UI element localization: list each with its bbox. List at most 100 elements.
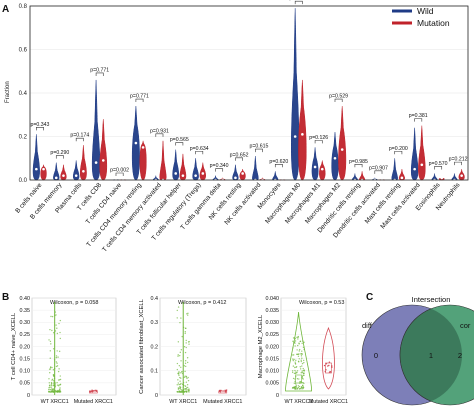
- violin-mutation: [199, 162, 206, 181]
- subplot-x-tick: WT XRCC1: [285, 399, 313, 405]
- wt-point: [184, 362, 187, 365]
- wt-point: [56, 327, 58, 329]
- p-value-bracket: [454, 161, 462, 166]
- wt-point: [301, 357, 303, 359]
- wt-point: [59, 375, 61, 377]
- wt-point: [291, 370, 294, 372]
- wt-point: [177, 355, 179, 357]
- wt-point: [52, 389, 54, 392]
- scatter-subplot: 0 0.05 0.10 0.15 0.20 0.25 0.30 0.35 0.40 T cell …: [11, 296, 117, 405]
- p-value-label: p=0.652: [230, 152, 249, 158]
- mutated-point: [219, 391, 222, 393]
- wt-point: [179, 354, 181, 357]
- median-point: [460, 174, 463, 177]
- wt-point: [188, 343, 190, 345]
- wt-point: [56, 365, 59, 367]
- median-point: [293, 135, 297, 138]
- violin-wild: [431, 173, 438, 181]
- wt-point: [55, 365, 58, 368]
- wt-point: [185, 376, 187, 378]
- wilcoxon-annotation: Wilcoxon, p = 0.058: [50, 300, 98, 306]
- violin-mutation: [159, 140, 167, 181]
- venn-count-diff: 0: [374, 351, 378, 360]
- wt-point: [178, 365, 181, 367]
- wt-point: [181, 335, 183, 338]
- wt-point: [56, 362, 58, 364]
- wt-point: [184, 388, 186, 390]
- wt-point: [298, 378, 300, 380]
- violin-wild: [252, 156, 259, 181]
- wt-point: [48, 387, 50, 389]
- wt-point: [297, 336, 299, 338]
- wt-point: [177, 306, 180, 308]
- wt-point: [59, 319, 62, 322]
- subplot-y-tick: 0.020: [266, 344, 280, 350]
- wt-point: [300, 386, 303, 388]
- wt-point: [187, 314, 189, 316]
- wt-point: [302, 382, 304, 384]
- wt-point: [58, 322, 60, 325]
- subplot-y-label: Cancer associated fibroblast_XCELL: [139, 298, 145, 394]
- p-value-bracket: [274, 164, 283, 168]
- wt-point: [292, 340, 294, 343]
- y-tick-labels: 0.0 0.2 0.4 0.6 0.8: [19, 4, 28, 184]
- wt-point: [298, 388, 301, 390]
- subplot-x-tick: Mutated XRCC1: [309, 399, 348, 405]
- wt-point: [50, 382, 53, 385]
- wt-point: [50, 391, 52, 393]
- violin-mutation: [60, 164, 67, 181]
- wt-point: [176, 368, 179, 371]
- wt-point: [301, 352, 303, 355]
- wt-point: [59, 337, 62, 340]
- p-value-label: p=0.907: [369, 165, 388, 171]
- wt-point: [295, 359, 297, 362]
- wt-point: [183, 376, 186, 379]
- median-point: [62, 174, 65, 177]
- wt-point: [178, 374, 180, 377]
- wt-point: [298, 358, 300, 360]
- wt-point: [48, 384, 51, 387]
- venn-diagram: Intersection diff cor 0 1 2: [361, 295, 474, 406]
- p-value-bracket: [55, 155, 64, 159]
- wt-point: [180, 366, 182, 368]
- subplot-x-tick: Mutated XRCC1: [203, 399, 242, 405]
- p-value-label: p=0.615: [250, 144, 269, 150]
- wt-point: [177, 388, 180, 390]
- wt-point: [56, 350, 58, 352]
- p-value-bracket: [235, 157, 243, 161]
- wt-point: [59, 383, 62, 386]
- wt-point: [298, 348, 301, 351]
- p-value-label: p=0.212: [449, 157, 468, 163]
- subplot-y-tick: 0.25: [20, 332, 31, 338]
- wt-point: [179, 387, 181, 390]
- p-value-label: p=0.565: [170, 137, 189, 143]
- wt-point: [51, 379, 53, 381]
- wt-point: [301, 362, 304, 365]
- wt-point: [49, 357, 51, 359]
- wt-point: [58, 384, 60, 386]
- p-value-bracket: [394, 150, 403, 155]
- scatter-subplot: 0 0.005 0.010 0.015 0.020 0.025 0.030 0.035 0.04…: [258, 296, 348, 405]
- wt-point: [179, 321, 181, 324]
- wt-point: [301, 342, 303, 345]
- subplot-y-tick: 0.15: [20, 356, 31, 362]
- p-value-bracket: [354, 164, 363, 168]
- mutated-point: [328, 371, 331, 373]
- median-point: [35, 167, 38, 171]
- median-point: [420, 163, 424, 167]
- wt-point: [179, 372, 181, 374]
- subplot-y-tick: 0.1: [151, 369, 159, 375]
- wt-point: [185, 365, 187, 368]
- wt-point: [178, 387, 180, 389]
- wt-point: [294, 383, 297, 385]
- subplot-y-tick: 0.20: [20, 344, 31, 350]
- wt-point: [184, 360, 187, 362]
- wt-point: [291, 371, 294, 374]
- p-value-label: p=0.174: [70, 133, 89, 139]
- wt-point: [300, 359, 302, 361]
- violin-wild: [232, 164, 239, 181]
- wt-point: [297, 353, 299, 355]
- subplot-y-tick: 0.4: [151, 296, 159, 302]
- median-point: [42, 167, 45, 171]
- wilcoxon-annotation: Wilcoxon, p = 0.412: [178, 300, 226, 306]
